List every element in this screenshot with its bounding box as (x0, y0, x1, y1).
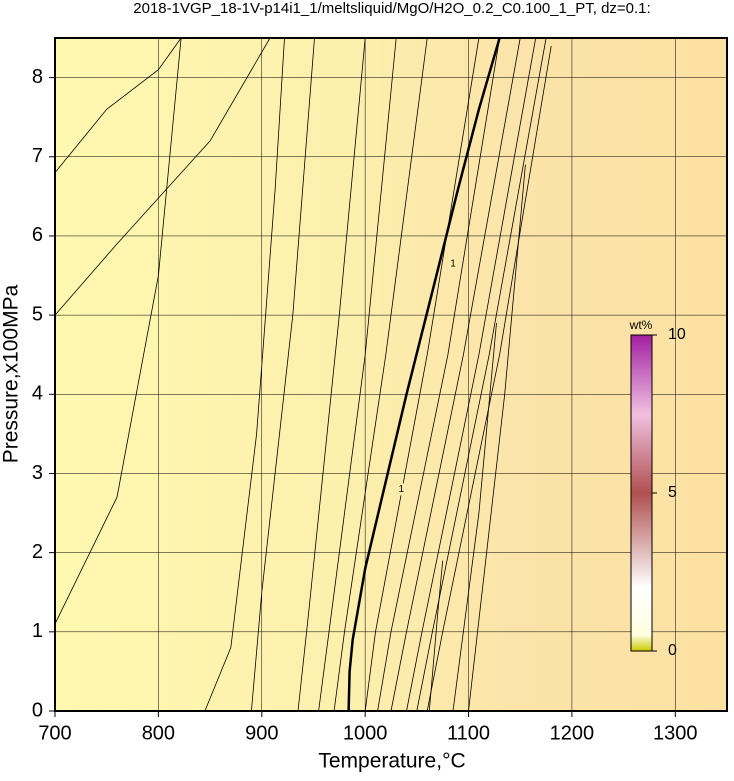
x-tick-label: 700 (38, 722, 71, 744)
contour-line (428, 560, 444, 712)
colorbar-tick-label: 5 (668, 484, 677, 501)
y-tick-label: 8 (32, 66, 43, 88)
contour-line (204, 37, 285, 712)
x-axis-label: Temperature,°C (318, 750, 465, 773)
x-tick-label: 1100 (447, 722, 490, 744)
contour-line (377, 37, 500, 712)
contour-line (297, 37, 366, 712)
x-tick-label: 1000 (343, 722, 388, 744)
contour-line (54, 37, 182, 173)
colorbar-tick-label: 0 (668, 642, 677, 659)
y-tick-label: 4 (32, 383, 43, 405)
x-tick-label: 1300 (653, 722, 698, 744)
contour-line (390, 37, 521, 712)
contour-label: 1 (399, 484, 405, 495)
contour-line (426, 45, 552, 712)
x-tick-label: 1200 (550, 722, 595, 744)
x-tick-label: 900 (245, 722, 278, 744)
x-tick-label: 800 (142, 722, 175, 744)
contour-label: 1 (450, 258, 456, 269)
y-tick-label: 5 (32, 303, 43, 325)
contour-line (251, 37, 315, 712)
colorbar-label: wt% (629, 318, 653, 332)
colorbar (630, 334, 653, 652)
contour-line (416, 37, 547, 712)
y-axis-label: Pressure,x100MPa (0, 284, 23, 463)
plot-frame (54, 37, 728, 712)
plot-background (55, 38, 727, 711)
y-tick-label: 1 (32, 620, 43, 642)
contour-label-bg (449, 257, 458, 270)
contour-line (318, 37, 397, 712)
contour-line (452, 322, 497, 712)
contour-line (468, 164, 526, 712)
y-tick-label: 0 (32, 699, 43, 721)
y-tick-label: 6 (32, 224, 43, 246)
contour-line (54, 37, 182, 625)
contour-line (54, 37, 271, 316)
y-tick-label: 3 (32, 462, 43, 484)
contour-line-bold (347, 37, 501, 712)
contour-label-bg (397, 483, 406, 496)
contour-line (406, 37, 537, 712)
chart-title: 2018-1VGP_18-1V-p14i1_1/meltsliquid/MgO/… (133, 0, 650, 17)
y-tick-label: 7 (32, 145, 43, 167)
y-tick-label: 2 (32, 541, 43, 563)
colorbar-tick-label: 10 (668, 326, 686, 343)
contour-line (333, 37, 428, 712)
